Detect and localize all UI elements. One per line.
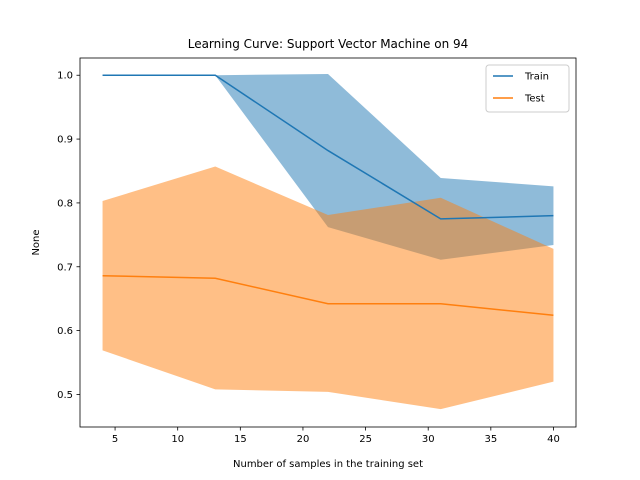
- legend: Train Test: [485, 64, 570, 113]
- y-axis-ticks: 0.5 0.6 0.7 0.8 0.9 1.0: [57, 71, 80, 401]
- y-tick-label: 0.9: [57, 135, 73, 146]
- plot-area-frame: [79, 57, 577, 428]
- x-tick-label: 35: [484, 434, 497, 445]
- x-tick-label: 10: [171, 434, 184, 445]
- x-tick-label: 40: [547, 434, 560, 445]
- y-tick-label: 0.7: [57, 262, 73, 273]
- y-tick-label: 0.5: [57, 390, 73, 401]
- y-tick-label: 0.6: [57, 326, 73, 337]
- x-axis-label: Number of samples in the training set: [233, 459, 423, 470]
- y-tick-label: 0.8: [57, 198, 73, 209]
- x-tick-label: 15: [234, 434, 247, 445]
- line-train: [102, 74, 554, 220]
- series-lines: [102, 74, 554, 317]
- line-test: [102, 274, 554, 317]
- y-axis-label: None: [31, 229, 42, 255]
- x-tick-label: 30: [422, 434, 435, 445]
- legend-label-test: Test: [524, 94, 545, 105]
- confidence-bands: [102, 73, 554, 410]
- band-test: [102, 166, 554, 410]
- y-tick-label: 1.0: [57, 71, 73, 82]
- x-tick-label: 25: [359, 434, 372, 445]
- x-axis-ticks: 5 10 15 20 25 30 35 40: [112, 427, 560, 445]
- chart-title: Learning Curve: Support Vector Machine o…: [188, 37, 469, 51]
- legend-label-train: Train: [524, 72, 549, 83]
- x-tick-label: 20: [297, 434, 310, 445]
- x-tick-label: 5: [112, 434, 118, 445]
